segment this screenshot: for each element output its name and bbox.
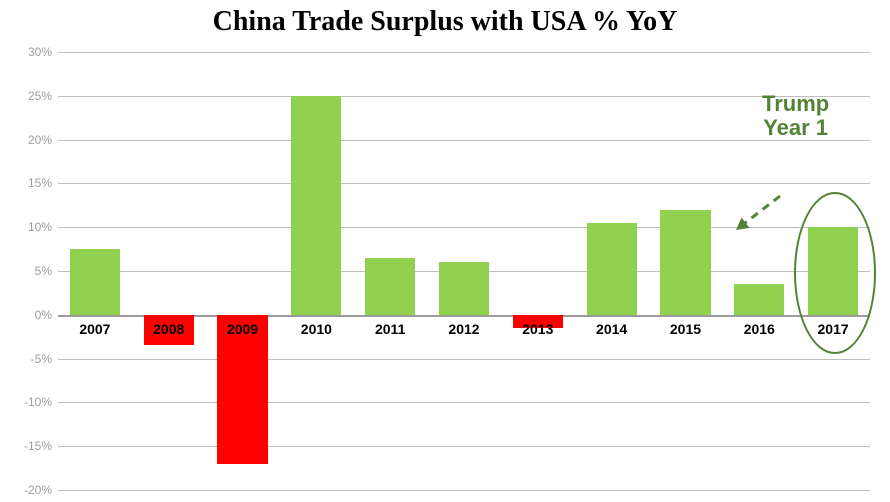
annotation-arrow bbox=[0, 0, 890, 502]
chart-container: China Trade Surplus with USA % YoY -20%-… bbox=[0, 0, 890, 502]
